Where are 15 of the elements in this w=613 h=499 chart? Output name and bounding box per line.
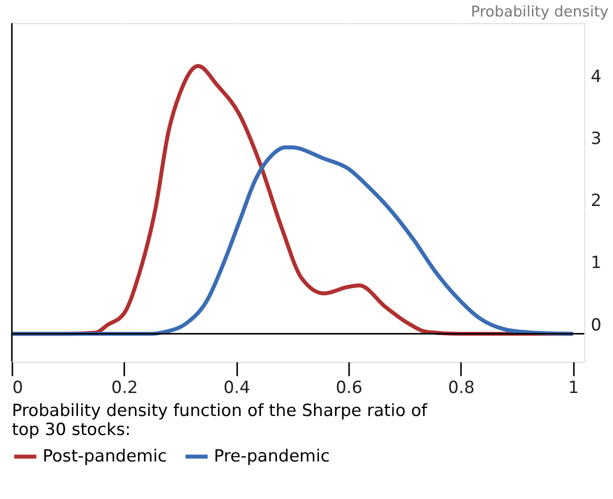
x-tick-label: 0.6 [336,376,362,397]
x-tick-label: 0 [12,376,24,397]
x-tick-label: 0.4 [223,376,250,397]
y-tick-label: 2 [590,190,602,210]
y-tick-label: 4 [590,66,602,86]
x-tick-label: 1 [568,376,579,397]
x-tick-label: 0.8 [448,376,475,397]
y-axis-title: Probability density [470,2,609,21]
x-tick-label: 0.2 [111,376,138,397]
legend-label: Post-pandemic [42,446,167,466]
y-tick-label: 0 [590,314,602,334]
legend-title: Probability density function of the Sharpe ratio of top 30 stocks: [12,400,428,440]
legend-label: Pre-pandemic [214,446,330,466]
y-tick-label: 3 [590,128,602,148]
y-tick-label: 1 [590,252,602,272]
